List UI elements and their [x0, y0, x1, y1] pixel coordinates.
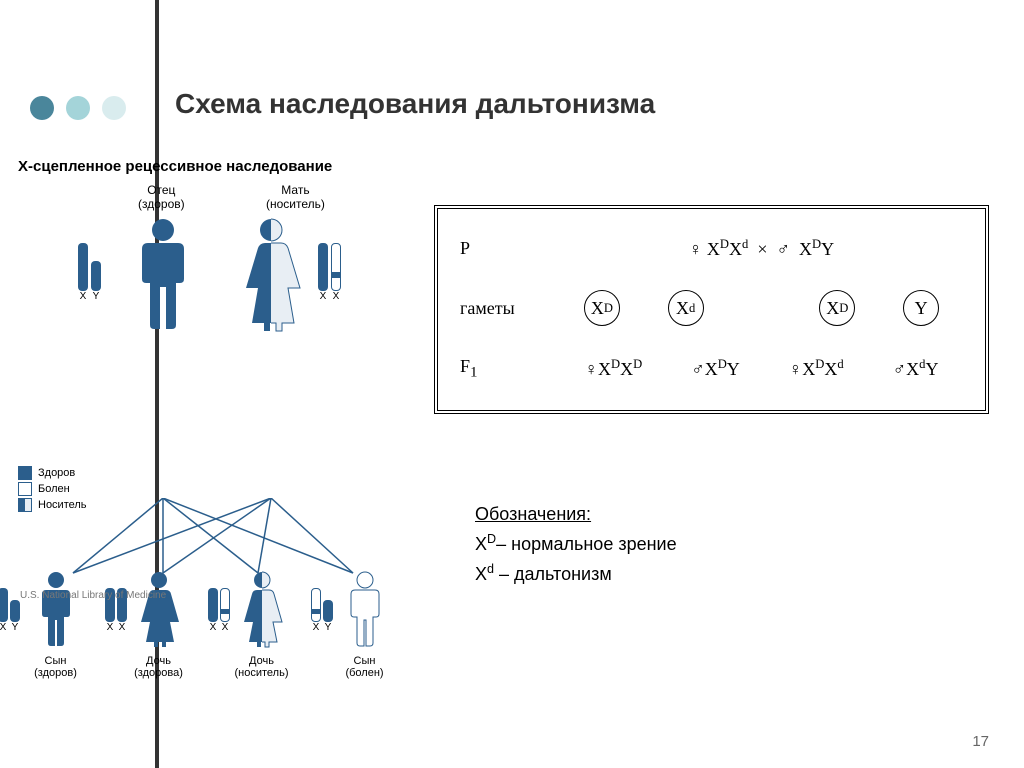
father-figure — [128, 217, 198, 337]
children-row: X Y Сын(здоров) X X Дочь(здорова) X X — [18, 570, 402, 679]
legend-daltonism: Xd – дальтонизм — [475, 559, 677, 589]
father-chromosomes: X Y — [78, 243, 101, 302]
page-title: Схема наследования дальтонизма — [175, 88, 655, 120]
father-label: Отец(здоров) — [138, 183, 185, 211]
cross-gametes: гаметы XD Xd XD Y — [460, 290, 963, 326]
image-credit: U.S. National Library of Medicine — [20, 590, 166, 601]
inheritance-lines — [18, 498, 418, 578]
header-dots — [30, 96, 126, 120]
punnett-cross: P ♀ XDXd × ♂ XDY гаметы XD Xd XD Y F1 ♀X… — [434, 205, 989, 414]
legend-normal: XD– нормальное зрение — [475, 529, 677, 559]
inheritance-diagram: Х-сцепленное рецессивное наследование От… — [18, 158, 408, 343]
child-son-sick: X Y Сын(болен) — [327, 570, 402, 679]
dot-3 — [102, 96, 126, 120]
child-daughter-carrier: X X Дочь(носитель) — [224, 570, 299, 679]
child-daughter-healthy: X X Дочь(здорова) — [121, 570, 196, 679]
child-son-healthy: X Y Сын(здоров) — [18, 570, 93, 679]
xlinked-title: Х-сцепленное рецессивное наследование — [18, 158, 408, 175]
dot-2 — [66, 96, 90, 120]
mother-figure — [236, 217, 306, 337]
cross-parents: P ♀ XDXd × ♂ XDY — [460, 237, 963, 260]
allele-legend: Обозначения: XD– нормальное зрение Xd – … — [475, 500, 677, 588]
parents-row: Отец(здоров) Мать(носитель) X Y X X — [18, 183, 408, 343]
dot-1 — [30, 96, 54, 120]
mother-label: Мать(носитель) — [266, 183, 325, 211]
mother-chromosomes: X X — [318, 243, 341, 302]
page-number: 17 — [972, 733, 989, 750]
cross-f1: F1 ♀XDXD ♂XDY ♀XDXd ♂XdY — [460, 356, 963, 382]
legend-heading: Обозначения: — [475, 500, 677, 529]
